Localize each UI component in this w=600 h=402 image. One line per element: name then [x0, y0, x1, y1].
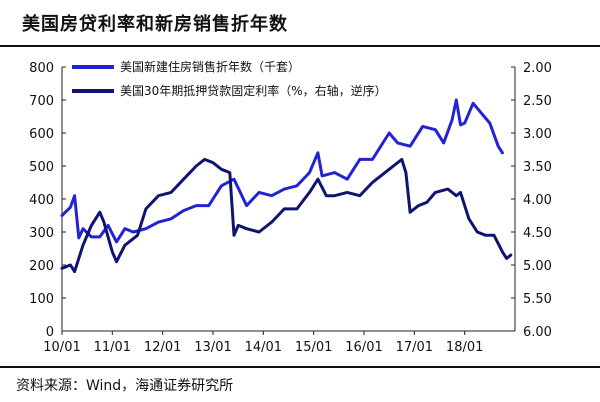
x-tick-label: 11/01 — [94, 340, 131, 355]
title-divider — [0, 45, 600, 47]
x-tick-label: 13/01 — [194, 340, 231, 355]
y-left-tick-label: 600 — [29, 127, 54, 142]
y-right-tick-label: 4.00 — [523, 193, 552, 208]
y-right-tick-label: 2.00 — [523, 61, 552, 76]
x-tick-label: 10/01 — [43, 340, 80, 355]
source-note: 资料来源：Wind，海通证券研究所 — [16, 378, 234, 394]
series-line-mortgage-rate — [60, 157, 513, 274]
line-chart: 0 100 200 300 400 500 600 700 800 2.00 2.50 3.00 3.5… — [29, 59, 552, 355]
legend-new-home-sales-label: 美国新建住房销售折年数（千套） — [120, 59, 300, 74]
legend-mortgage-rate-label: 美国30年期抵押贷款固定利率（%，右轴，逆序） — [120, 83, 387, 98]
series-line-new-home-sales — [60, 98, 504, 244]
x-tick-label: 18/01 — [446, 340, 483, 355]
x-tick-label: 14/01 — [245, 340, 282, 355]
chart-title: 美国房贷利率和新房销售折年数 — [22, 14, 288, 35]
y-left-tick-label: 0 — [46, 325, 54, 340]
y-left-tick-label: 500 — [29, 160, 54, 175]
source-divider — [0, 366, 600, 368]
y-left-tick-label: 800 — [29, 61, 54, 76]
x-tick-label: 17/01 — [396, 340, 433, 355]
y-left-tick-label: 100 — [29, 292, 54, 307]
x-tick-label: 12/01 — [144, 340, 181, 355]
y-right-tick-label: 6.00 — [523, 325, 552, 340]
y-right-tick-label: 5.50 — [523, 292, 552, 307]
y-left-tick-label: 300 — [29, 226, 54, 241]
y-right-tick-label: 3.50 — [523, 160, 552, 175]
y-left-tick-label: 200 — [29, 259, 54, 274]
x-tick-label: 15/01 — [295, 340, 332, 355]
y-right-tick-label: 2.50 — [523, 94, 552, 109]
y-right-tick-label: 3.00 — [523, 127, 552, 142]
y-right-tick-label: 5.00 — [523, 259, 552, 274]
y-left-tick-label: 700 — [29, 94, 54, 109]
y-right-tick-label: 4.50 — [523, 226, 552, 241]
y-left-tick-label: 400 — [29, 193, 54, 208]
x-tick-label: 16/01 — [345, 340, 382, 355]
